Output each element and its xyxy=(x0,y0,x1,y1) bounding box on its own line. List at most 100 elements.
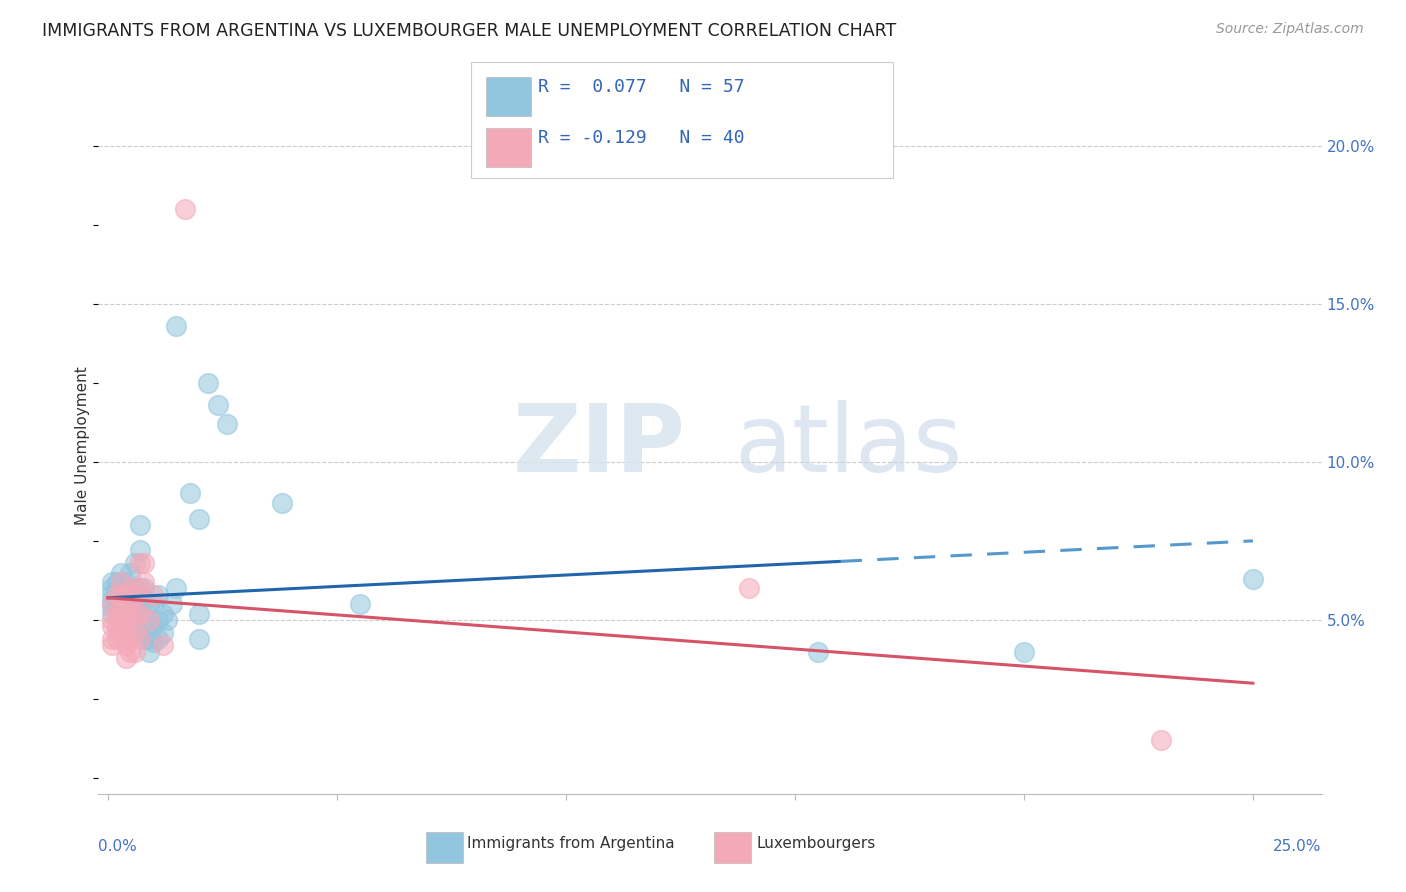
Point xyxy=(124,556,146,570)
Point xyxy=(270,496,292,510)
Point xyxy=(128,518,150,533)
Point xyxy=(165,318,187,333)
Point xyxy=(142,619,165,633)
Point xyxy=(128,632,150,646)
Point xyxy=(120,632,142,646)
Point xyxy=(188,607,211,621)
Point xyxy=(101,597,124,611)
Point xyxy=(105,582,128,596)
Point xyxy=(138,613,160,627)
Point xyxy=(115,607,138,621)
Point xyxy=(110,632,132,646)
Point xyxy=(128,607,150,621)
Point xyxy=(101,619,124,633)
Point xyxy=(120,619,142,633)
Point xyxy=(128,556,150,570)
Y-axis label: Male Unemployment: Male Unemployment xyxy=(75,367,90,525)
Point xyxy=(105,574,128,589)
Point xyxy=(134,613,156,627)
Text: 25.0%: 25.0% xyxy=(1274,839,1322,855)
Point xyxy=(110,588,132,602)
Point xyxy=(1241,572,1264,586)
Point xyxy=(115,588,138,602)
Point xyxy=(138,644,160,658)
Point xyxy=(120,582,142,596)
Point xyxy=(105,632,128,646)
Point xyxy=(179,486,201,500)
Point xyxy=(152,625,174,640)
Point xyxy=(101,613,124,627)
Point xyxy=(142,597,165,611)
Point xyxy=(120,607,142,621)
Point xyxy=(110,619,132,633)
Point xyxy=(105,588,128,602)
Point xyxy=(120,644,142,658)
Point xyxy=(124,644,146,658)
Point xyxy=(115,574,138,589)
Point xyxy=(188,512,211,526)
Text: Immigrants from Argentina: Immigrants from Argentina xyxy=(467,836,675,851)
Point xyxy=(165,582,187,596)
Point xyxy=(101,632,124,646)
Point xyxy=(120,597,142,611)
Point xyxy=(146,632,169,646)
Point xyxy=(101,638,124,652)
Point xyxy=(1150,733,1173,747)
Text: Source: ZipAtlas.com: Source: ZipAtlas.com xyxy=(1216,22,1364,37)
Point xyxy=(128,543,150,558)
Point xyxy=(110,588,132,602)
Point xyxy=(160,597,183,611)
Point xyxy=(101,607,124,621)
Point xyxy=(115,607,138,621)
Text: ZIP: ZIP xyxy=(513,400,686,492)
Point xyxy=(124,588,146,602)
Text: atlas: atlas xyxy=(734,400,963,492)
Point xyxy=(101,600,124,615)
Point xyxy=(738,582,761,596)
Text: R = -0.129   N = 40: R = -0.129 N = 40 xyxy=(538,129,745,147)
Point xyxy=(101,574,124,589)
Text: 0.0%: 0.0% xyxy=(98,839,138,855)
Point xyxy=(215,417,238,431)
Point xyxy=(152,638,174,652)
Point xyxy=(120,566,142,580)
Point xyxy=(152,607,174,621)
Point xyxy=(115,597,138,611)
Point xyxy=(128,582,150,596)
Text: IMMIGRANTS FROM ARGENTINA VS LUXEMBOURGER MALE UNEMPLOYMENT CORRELATION CHART: IMMIGRANTS FROM ARGENTINA VS LUXEMBOURGE… xyxy=(42,22,897,40)
Point xyxy=(110,574,132,589)
Point xyxy=(128,582,150,596)
Point xyxy=(138,632,160,646)
Point xyxy=(101,594,124,608)
Point xyxy=(115,638,138,652)
Point xyxy=(128,607,150,621)
Point xyxy=(120,597,142,611)
Point xyxy=(101,588,124,602)
Point xyxy=(134,597,156,611)
Point xyxy=(115,619,138,633)
Text: R =  0.077   N = 57: R = 0.077 N = 57 xyxy=(538,78,745,96)
Point xyxy=(110,613,132,627)
Point xyxy=(197,376,219,390)
Point xyxy=(138,613,160,627)
Text: Luxembourgers: Luxembourgers xyxy=(756,836,876,851)
Point xyxy=(124,625,146,640)
Point xyxy=(110,600,132,615)
Point xyxy=(120,613,142,627)
Point xyxy=(146,613,169,627)
Point xyxy=(105,588,128,602)
Point xyxy=(124,625,146,640)
Point xyxy=(128,588,150,602)
Point xyxy=(207,398,229,412)
Point xyxy=(138,597,160,611)
Point xyxy=(142,588,165,602)
Point xyxy=(115,651,138,665)
Point xyxy=(124,582,146,596)
Point xyxy=(188,632,211,646)
Point xyxy=(134,582,156,596)
Point xyxy=(124,613,146,627)
Point xyxy=(120,582,142,596)
Point xyxy=(174,202,197,216)
Point xyxy=(1012,644,1035,658)
Point xyxy=(105,619,128,633)
